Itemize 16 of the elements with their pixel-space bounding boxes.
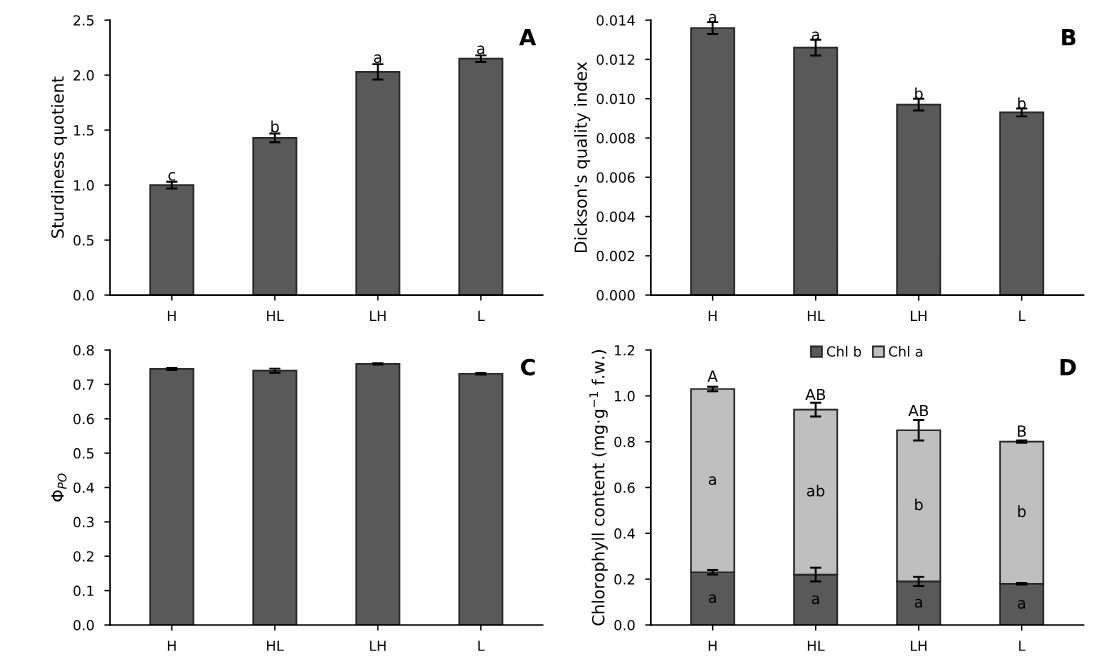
- bar: [896, 103, 942, 296]
- annotation: D: [1060, 358, 1076, 376]
- y-axis-title: Chlorophyll content (mg·g$^{−1}$ f.w.): [589, 350, 608, 626]
- bar: [999, 111, 1045, 296]
- bar: [149, 184, 195, 296]
- annotation: B: [1062, 29, 1076, 46]
- bar: [252, 136, 298, 296]
- annotation: A: [519, 29, 537, 46]
- bar: [458, 57, 504, 296]
- annotation: C: [520, 358, 535, 376]
- bar: [793, 46, 839, 296]
- bar: [690, 27, 736, 296]
- y-axis-title: Φ$_{PO}$: [51, 473, 67, 502]
- bar: [355, 71, 401, 296]
- y-axis-title: Sturdiness quotient: [50, 76, 68, 238]
- y-axis-title: Dickson's quality index: [574, 62, 591, 253]
